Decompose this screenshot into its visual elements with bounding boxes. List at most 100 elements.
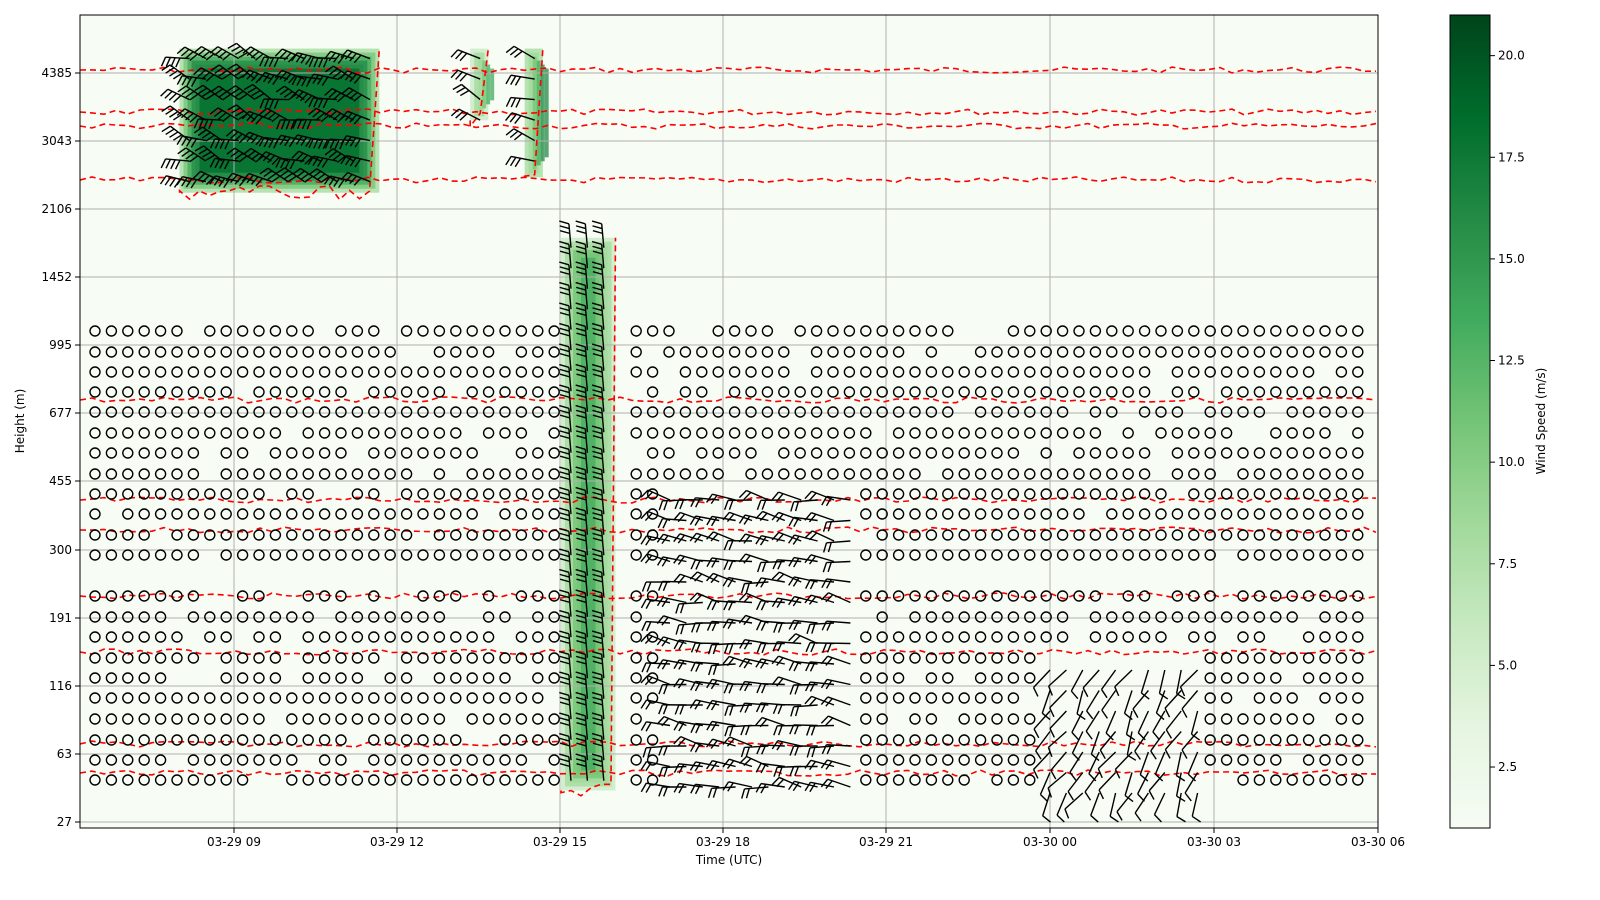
calm-circle — [1007, 631, 1020, 643]
wind-barb-flag — [181, 88, 191, 96]
wind-barb — [568, 715, 572, 740]
calm-circle — [925, 754, 938, 766]
calm-circle — [236, 611, 249, 623]
calm-circle — [958, 631, 970, 643]
calm-circle — [728, 447, 741, 459]
wind-barb-flag — [756, 643, 762, 654]
calm-circle — [499, 529, 511, 541]
wind-barb — [347, 49, 371, 60]
wind-barb-flag — [805, 681, 811, 692]
wind-barb-flag — [592, 512, 603, 517]
calm-circle — [876, 508, 888, 520]
wind-barb-flag — [821, 744, 828, 755]
calm-circle — [286, 713, 298, 725]
calm-circle — [318, 754, 331, 766]
wind-barb-flag — [645, 762, 652, 772]
calm-circle — [89, 611, 101, 623]
wind-barb-flag — [738, 490, 747, 499]
calm-circle — [532, 386, 544, 398]
calm-circle — [1335, 652, 1348, 664]
wind-barb — [1082, 669, 1100, 689]
calm-circle — [1138, 590, 1151, 602]
wind-barb-flag — [194, 145, 205, 152]
wind-barb-flag — [509, 113, 517, 123]
calm-circle — [1089, 325, 1102, 337]
calm-circle — [220, 508, 232, 520]
calm-circle — [138, 366, 150, 378]
wind-barb — [1125, 710, 1133, 735]
wind-barb-flag — [559, 471, 570, 476]
calm-circle — [974, 508, 987, 520]
calm-circle — [1155, 427, 1167, 439]
wind-barb-flag — [575, 609, 586, 614]
calm-circle — [89, 488, 101, 500]
wind-barb-flag — [559, 614, 570, 619]
wind-barb — [1050, 751, 1067, 771]
calm-circle — [1270, 774, 1282, 786]
wind-barb-flag — [575, 527, 586, 532]
calm-circle — [925, 734, 938, 746]
wind-barb-flag — [663, 684, 668, 695]
wind-barb-flag — [214, 67, 224, 74]
wind-barb-flag — [1032, 769, 1039, 779]
wind-barb-flag — [218, 50, 227, 59]
calm-circle — [1237, 652, 1249, 664]
calm-circle — [1352, 427, 1364, 439]
calm-circle — [253, 692, 265, 704]
wind-barb-flag — [312, 110, 321, 118]
calm-circle — [1089, 590, 1102, 602]
wind-barb — [601, 223, 605, 248]
calm-circle — [122, 774, 134, 786]
calm-circle — [794, 427, 806, 439]
calm-circle — [269, 366, 282, 378]
calm-circle — [1335, 488, 1348, 500]
calm-circle — [1007, 406, 1020, 418]
calm-circle — [548, 325, 560, 337]
wind-barb-flag — [575, 737, 586, 742]
wind-barb — [584, 633, 589, 658]
wind-barb-flag — [592, 311, 603, 317]
calm-circle — [368, 325, 380, 337]
wind-barb-flag — [592, 414, 603, 419]
calm-circle — [1106, 346, 1118, 358]
wind-barb — [584, 551, 589, 576]
calm-circle — [1253, 386, 1266, 398]
calm-circle — [351, 774, 364, 786]
wind-barb — [601, 715, 605, 740]
calm-circle — [1188, 468, 1200, 480]
y-tick-label: 191 — [49, 611, 72, 625]
calm-circle — [958, 447, 970, 459]
calm-circle — [1319, 346, 1331, 358]
wind-barb-flag — [740, 725, 746, 736]
wind-barb-flag — [576, 557, 587, 563]
calm-circle — [548, 346, 560, 358]
calm-circle — [876, 652, 888, 664]
calm-circle — [1122, 325, 1134, 337]
wind-barb-flag — [771, 531, 780, 541]
wind-barb-flag — [1179, 686, 1186, 697]
wind-barb — [584, 346, 589, 371]
calm-circle — [532, 692, 544, 704]
wind-barb-flag — [644, 491, 653, 500]
wind-barb-flag — [771, 571, 780, 580]
calm-circle — [1007, 652, 1020, 664]
calm-circle — [1040, 346, 1052, 358]
wind-barb-flag — [591, 507, 602, 512]
contour-line — [80, 66, 1377, 74]
wind-barb — [827, 778, 851, 788]
wind-barb-flag — [192, 170, 202, 179]
calm-circle — [171, 529, 183, 541]
wind-barb-flag — [353, 75, 362, 84]
calm-circle — [548, 488, 560, 500]
wind-barb-flag — [592, 373, 603, 378]
colorbar-gradient — [1449, 14, 1491, 829]
wind-barb-flag — [291, 150, 300, 159]
y-tick-label: 3043 — [41, 134, 72, 148]
calm-circle — [466, 468, 478, 480]
wind-barb-flag — [760, 783, 767, 794]
wind-barb-flag — [317, 98, 324, 108]
wind-barb-flag — [576, 291, 587, 296]
calm-circle — [548, 590, 560, 602]
wind-barb-flag — [575, 655, 586, 660]
calm-circle — [253, 386, 265, 398]
